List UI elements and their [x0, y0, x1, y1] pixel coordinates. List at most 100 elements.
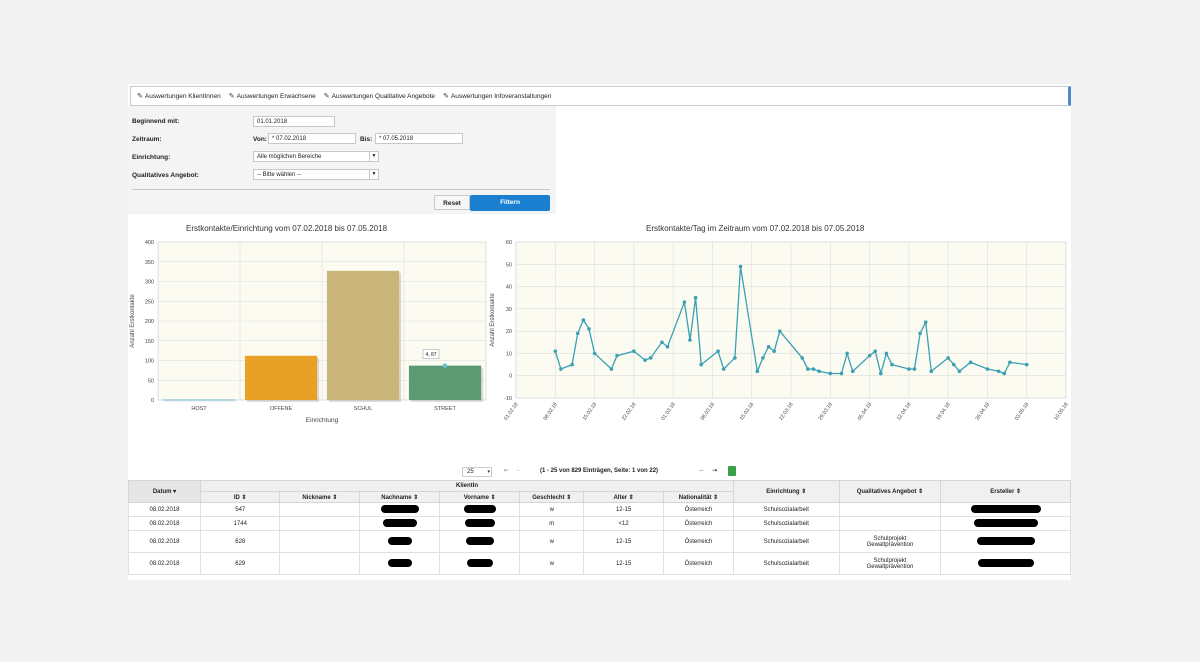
col-header-geschlecht[interactable]: Geschlecht ⇕ [519, 491, 585, 503]
cell-geschlecht: w [519, 530, 585, 553]
prev-page-icon[interactable]: ← [516, 467, 522, 473]
contacts-table: Datum ▾ KlientIn Einrichtung ⇕ Qualitati… [128, 480, 1071, 575]
cell-geschlecht: w [519, 502, 585, 517]
angebot-line: Schulprojekt [873, 557, 907, 564]
first-page-icon[interactable]: ⇤ [504, 468, 510, 474]
col-header-nickname[interactable]: Nickname ⇕ [279, 491, 361, 503]
cell-alter: <12 [583, 516, 664, 531]
qualitatives-angebot-select[interactable]: -- Bitte wählen -- ▼ [253, 169, 379, 180]
x-tick-label: 12.04.18 [896, 402, 913, 422]
cell-qualitatives-angebot: Schulprojekt Gewaltprävention [838, 552, 942, 575]
col-header-nachname[interactable]: Nachname ⇕ [359, 491, 441, 503]
tab-erwachsene[interactable]: ✎ Auswertungen Erwachsene [229, 92, 316, 101]
table-row[interactable]: 08.02.2018 1744 m <12 Österreich Schulso… [128, 516, 1071, 531]
qualitatives-angebot-label: Qualitatives Angebot: [132, 172, 199, 179]
line-chart-title: Erstkontakte/Tag im Zeitraum vom 07.02.2… [646, 224, 865, 233]
table-row[interactable]: 08.02.2018 629 w 12-15 Österreich Schuls… [128, 552, 1071, 575]
tooltip-box [422, 349, 440, 359]
data-point [985, 367, 990, 371]
last-page-icon[interactable]: ⇥ [712, 468, 718, 474]
data-point [609, 367, 614, 371]
data-point [587, 327, 591, 331]
data-point [615, 353, 619, 358]
chevron-down-icon[interactable]: ▼ [369, 152, 378, 161]
col-header-einrichtung[interactable]: Einrichtung ⇕ [733, 480, 840, 503]
data-point [1024, 362, 1029, 367]
redaction-mark [466, 558, 493, 567]
x-tick-label: 19.04.18 [935, 402, 952, 422]
y-axis-label: Anzahl Erstkontakte [490, 293, 496, 347]
bar-shadow [164, 401, 238, 403]
data-point [951, 362, 956, 367]
x-tick-label: STREET [434, 406, 456, 412]
von-label: Von: [253, 136, 267, 143]
data-point [800, 356, 805, 360]
data-point [648, 356, 653, 360]
chevron-down-icon[interactable]: ▼ [369, 170, 378, 179]
data-point [699, 362, 704, 367]
next-page-icon[interactable]: → [698, 467, 704, 473]
bis-date-input[interactable]: * 07.05.2018 [375, 133, 463, 144]
x-tick-label: SCHUL [354, 406, 373, 412]
y-tick-label: 50 [148, 378, 154, 384]
tab-label: Auswertungen KlientInnen [144, 92, 221, 100]
bar-offene [244, 355, 318, 400]
col-header-nationalitaet[interactable]: Nationalität ⇕ [662, 491, 735, 503]
tab-qualitative-angebote[interactable]: ✎ Auswertungen Qualitative Angebote [324, 92, 436, 101]
redaction-mark [387, 536, 412, 545]
einrichtung-select[interactable]: Alle möglichen Bereiche ▼ [253, 151, 379, 162]
y-tick-label: -10 [504, 396, 512, 402]
cell-nachname [359, 552, 441, 575]
data-point [660, 340, 664, 345]
x-tick-label: 29.03.18 [817, 402, 834, 422]
reset-button[interactable]: Reset [434, 195, 470, 210]
cell-nationalitaet: Österreich [662, 516, 735, 531]
cell-nachname [359, 530, 441, 553]
tab-klientinnen[interactable]: ✎ Auswertungen KlientInnen [137, 92, 221, 101]
x-tick-label: 26.04.18 [975, 402, 992, 422]
data-point [632, 349, 636, 353]
col-header-alter[interactable]: Alter ⇕ [583, 491, 664, 503]
page-size-select[interactable]: 25 ▾ [462, 467, 492, 477]
cell-alter: 12-15 [583, 530, 664, 553]
col-header-vorname[interactable]: Vorname ⇕ [439, 491, 521, 503]
col-header-datum[interactable]: Datum ▾ [128, 480, 202, 503]
cell-alter: 12-15 [583, 552, 664, 575]
data-point [755, 369, 760, 374]
tab-infoveranstaltungen[interactable]: ✎ Auswertungen Infoveranstaltungen [443, 92, 551, 101]
cell-einrichtung: Schulsozialarbeit [733, 516, 840, 531]
group-header-klientin: KlientIn [200, 480, 734, 492]
qualitatives-angebot-select-value: -- Bitte wählen -- [257, 172, 302, 178]
data-point [721, 367, 726, 371]
cell-nickname [279, 502, 361, 517]
col-header-ersteller[interactable]: Ersteller ⇕ [940, 480, 1071, 503]
col-header-qualitatives-angebot[interactable]: Qualitatives Angebot ⇕ [838, 480, 942, 503]
bis-label: Bis: [360, 136, 373, 143]
data-point [682, 300, 687, 304]
data-point [581, 318, 586, 322]
einrichtung-label: Einrichtung: [132, 154, 171, 161]
data-point [907, 367, 911, 371]
col-header-id[interactable]: ID ⇕ [200, 491, 281, 503]
von-date-input[interactable]: * 07.02.2018 [268, 133, 356, 144]
line-chart: -10 0 10 20 30 40 50 60 01.02.18 08.02.18 15.02.18… [490, 240, 1070, 422]
data-point [929, 369, 934, 374]
x-tick-label: 22.03.18 [778, 402, 795, 422]
cell-nationalitaet: Österreich [662, 530, 735, 553]
tab-label: Auswertungen Qualitative Angebote [331, 92, 436, 100]
table-row[interactable]: 08.02.2018 547 w 12-15 Österreich Schuls… [128, 502, 1071, 517]
data-point [878, 371, 883, 376]
beginnend-input[interactable]: 01.01.2018 [253, 116, 335, 127]
tab-label: Auswertungen Erwachsene [236, 92, 316, 100]
x-tick-label: 01.03.18 [660, 402, 677, 422]
cell-nationalitaet: Österreich [662, 502, 735, 517]
filter-button[interactable]: Filtern [470, 195, 550, 211]
redaction-mark [380, 504, 419, 513]
data-point [738, 264, 743, 269]
x-tick-label: 22.02.18 [621, 402, 638, 422]
table-row[interactable]: 08.02.2018 628 w 12-15 Österreich Schuls… [128, 530, 1071, 553]
data-point [817, 369, 821, 374]
excel-export-icon[interactable] [728, 466, 736, 476]
y-tick-label: 350 [145, 260, 154, 266]
data-point [693, 295, 698, 300]
